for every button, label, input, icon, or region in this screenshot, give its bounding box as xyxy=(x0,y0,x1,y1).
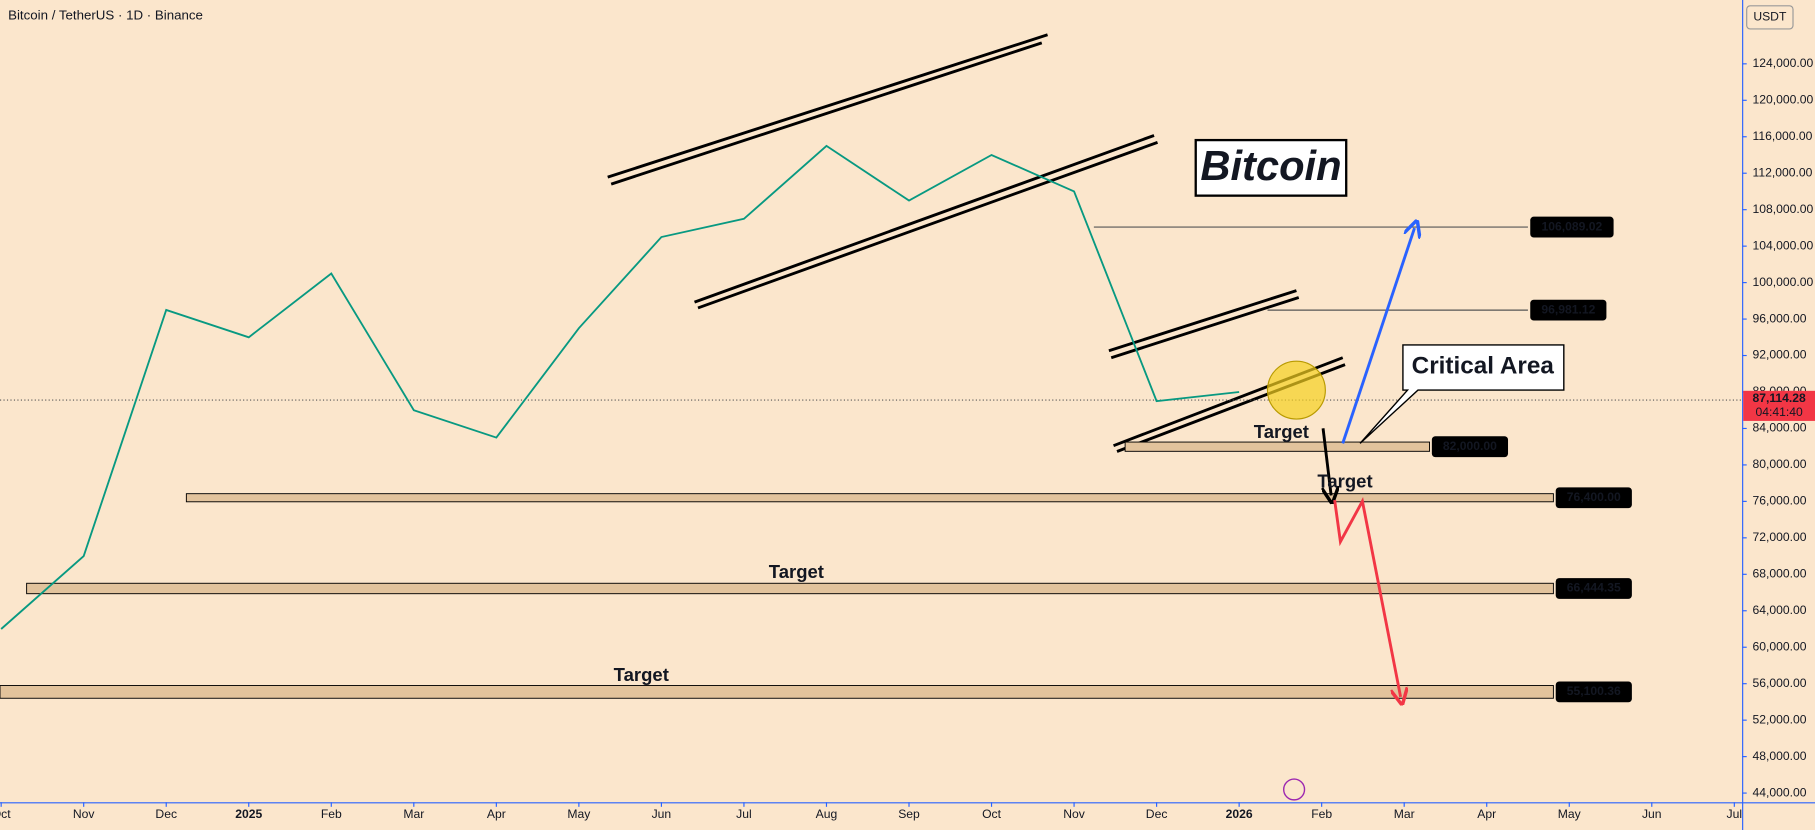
y-tick-label: 72,000.00 xyxy=(1752,530,1806,544)
x-tick-label: Jun xyxy=(1642,807,1662,821)
x-tick-label: 2026 xyxy=(1226,807,1253,821)
level-label: 55,100.36 xyxy=(1567,684,1621,698)
x-tick-label: Jul xyxy=(736,807,752,821)
x-tick-label: Nov xyxy=(1063,807,1086,821)
down-arrow xyxy=(1323,428,1331,495)
channel-line xyxy=(1108,289,1297,353)
channel-line xyxy=(694,134,1155,304)
event-icon xyxy=(1283,778,1306,801)
y-tick-label: 108,000.00 xyxy=(1752,202,1813,216)
up-arrow xyxy=(1341,228,1415,444)
channel-line xyxy=(1110,296,1300,360)
x-tick-label: Feb xyxy=(1311,807,1332,821)
channel-line xyxy=(697,141,1159,310)
bitcoin-label: Bitcoin xyxy=(1200,142,1341,189)
x-tick-label: Dec xyxy=(155,807,177,821)
target-label: Target xyxy=(769,561,824,582)
y-tick-label: 48,000.00 xyxy=(1752,749,1806,763)
y-tick-label: 64,000.00 xyxy=(1752,603,1806,617)
x-tick-label: May xyxy=(567,807,591,821)
y-tick-label: 68,000.00 xyxy=(1752,567,1806,581)
x-tick-label: Oct xyxy=(982,807,1002,821)
x-tick-label: Aug xyxy=(816,807,838,821)
level-label-box xyxy=(1555,487,1632,509)
y-tick-label: 104,000.00 xyxy=(1752,238,1813,252)
y-tick-label: 96,000.00 xyxy=(1752,311,1806,325)
x-tick-label: Feb xyxy=(321,807,342,821)
x-tick-label: Nov xyxy=(73,807,96,821)
y-tick-label: 84,000.00 xyxy=(1752,421,1806,435)
target-label: Target xyxy=(614,664,669,685)
currency-box xyxy=(1746,5,1794,30)
level-label-box xyxy=(1530,299,1607,321)
level-label: 76,400.00 xyxy=(1567,490,1621,504)
y-tick-label: 76,000.00 xyxy=(1752,494,1806,508)
plot-area xyxy=(0,33,1743,699)
y-tick-label: 44,000.00 xyxy=(1752,785,1806,799)
level-label-box xyxy=(1555,681,1632,703)
x-tick-label: 2025 xyxy=(235,807,262,821)
level-label: 82,000.00 xyxy=(1443,439,1497,453)
y-tick-label: 92,000.00 xyxy=(1752,348,1806,362)
x-tick-label: Mar xyxy=(1394,807,1415,821)
y-tick-label: 124,000.00 xyxy=(1752,56,1813,70)
channel-line xyxy=(607,33,1049,179)
y-tick-label: 120,000.00 xyxy=(1752,93,1813,107)
x-tick-label: Oct xyxy=(0,807,11,821)
overlay: Bitcoin Critical Area Target Target Targ… xyxy=(614,138,1632,801)
critical-callout xyxy=(1359,344,1565,444)
critical-circle xyxy=(1266,360,1326,420)
symbol-title: Bitcoin / TetherUS · 1D · Binance xyxy=(8,8,203,23)
level-label-box xyxy=(1555,578,1632,599)
level-label: 106,089.02 xyxy=(1542,219,1603,233)
channel-line xyxy=(610,41,1043,186)
x-tick-label: Sep xyxy=(898,807,920,821)
target-label: Target xyxy=(1254,421,1309,442)
countdown-label: 04:41:40 xyxy=(1755,405,1803,419)
x-tick-label: Apr xyxy=(487,807,506,821)
y-tick-label: 112,000.00 xyxy=(1752,165,1812,179)
level-label: 66,444.35 xyxy=(1567,581,1621,595)
level-band xyxy=(26,582,1554,595)
level-label-box xyxy=(1530,216,1614,238)
y-tick-label: 80,000.00 xyxy=(1752,457,1806,471)
x-tick-label: Jun xyxy=(652,807,672,821)
level-band xyxy=(1124,441,1431,452)
last-price-label: 87,114.28 xyxy=(1752,391,1806,405)
y-tick-label: 56,000.00 xyxy=(1752,676,1806,690)
last-price-tag xyxy=(1743,390,1815,421)
target-label: Target xyxy=(1317,471,1372,492)
level-band xyxy=(185,493,1554,503)
x-tick-label: Apr xyxy=(1477,807,1496,821)
bitcoin-box xyxy=(1194,138,1348,197)
x-tick-label: Jul xyxy=(1727,807,1743,821)
x-tick-label: May xyxy=(1558,807,1582,821)
critical-label: Critical Area xyxy=(1412,352,1555,379)
channels xyxy=(607,33,1346,453)
x-tick-label: Dec xyxy=(1146,807,1168,821)
y-tick-label: 100,000.00 xyxy=(1752,275,1813,289)
level-label: 96,981.12 xyxy=(1541,302,1595,316)
y-tick-label: 116,000.00 xyxy=(1752,129,1812,143)
currency-label: USDT xyxy=(1753,10,1787,24)
level-band xyxy=(0,685,1554,699)
level-label-box xyxy=(1431,436,1509,458)
x-tick-label: Mar xyxy=(403,807,424,821)
y-tick-label: 60,000.00 xyxy=(1752,639,1806,653)
y-tick-label: 52,000.00 xyxy=(1752,712,1806,726)
down-arrow xyxy=(1333,497,1401,697)
price-line xyxy=(0,144,1240,630)
